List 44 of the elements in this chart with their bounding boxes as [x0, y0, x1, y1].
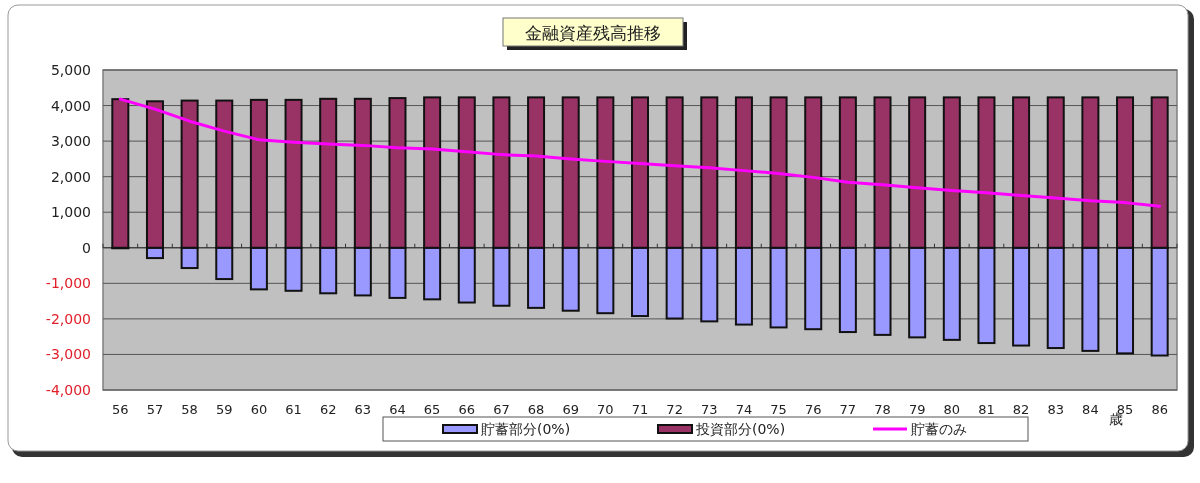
chart-title: 金融資産残高推移	[525, 23, 661, 43]
x-tick-label: 68	[527, 402, 545, 417]
x-tick-label: 64	[389, 402, 406, 417]
y-tick-label: 0	[82, 239, 91, 256]
x-tick-label: 62	[319, 402, 337, 417]
x-tick-label: 60	[250, 402, 268, 417]
legend-label: 投資部分(0%)	[695, 421, 786, 437]
y-tick-label: -1,000	[45, 275, 91, 292]
y-tick-label: -3,000	[45, 346, 91, 363]
x-tick-label: 76	[804, 402, 822, 417]
x-tick-label: 58	[181, 402, 198, 417]
x-tick-label: 73	[701, 402, 718, 417]
legend-label: 貯蓄部分(0%)	[481, 421, 571, 437]
x-tick-label: 61	[285, 402, 302, 417]
x-tick-label: 69	[562, 402, 579, 417]
x-tick-label: 71	[631, 402, 649, 417]
y-tick-label: 3,000	[50, 133, 91, 150]
x-tick-label: 65	[423, 402, 441, 417]
x-tick-label: 81	[978, 402, 995, 417]
y-tick-label: 1,000	[50, 204, 91, 221]
y-tick-label: 5,000	[50, 62, 91, 78]
x-tick-label: 78	[874, 402, 891, 417]
legend-label: 貯蓄のみ	[911, 421, 967, 437]
y-tick-label: 4,000	[50, 97, 91, 114]
x-tick-label: 72	[666, 402, 683, 417]
x-tick-label: 83	[1047, 402, 1065, 417]
y-tick-label: -4,000	[45, 382, 91, 398]
x-tick-label: 67	[493, 402, 510, 417]
x-tick-label: 79	[908, 402, 926, 417]
x-tick-label: 70	[597, 402, 614, 417]
x-tick-label: 77	[839, 402, 857, 417]
x-tick-label: 80	[943, 402, 961, 417]
x-tick-label: 74	[735, 402, 753, 417]
x-tick-label: 82	[1012, 402, 1030, 417]
x-tick-label: 86	[1151, 402, 1168, 417]
x-tick-label: 66	[458, 402, 476, 417]
y-tick-label: -2,000	[45, 310, 91, 327]
y-tick-label: 2,000	[50, 168, 91, 185]
x-tick-label: 63	[354, 402, 372, 417]
x-tick-label: 57	[146, 402, 164, 417]
x-tick-label: 56	[112, 402, 129, 417]
x-tick-label: 59	[215, 402, 233, 417]
x-tick-label: 75	[770, 402, 787, 417]
x-tick-label: 84	[1082, 402, 1099, 417]
